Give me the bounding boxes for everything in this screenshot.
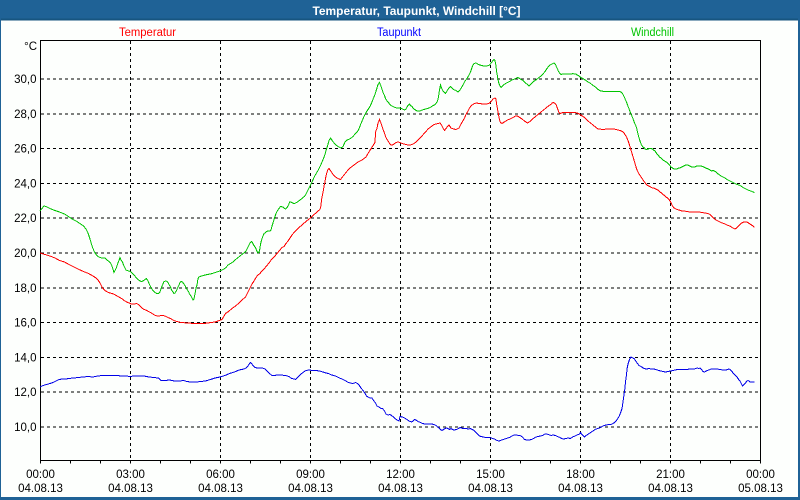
svg-text:20,0: 20,0 <box>14 248 36 260</box>
svg-text:14,0: 14,0 <box>14 352 36 364</box>
svg-text:04.08.13: 04.08.13 <box>108 483 153 495</box>
svg-text:04.08.13: 04.08.13 <box>468 483 513 495</box>
svg-text:04.08.13: 04.08.13 <box>378 483 423 495</box>
svg-text:12,0: 12,0 <box>14 387 36 399</box>
svg-text:05.08.13: 05.08.13 <box>738 483 783 495</box>
svg-text:00:00: 00:00 <box>26 469 55 481</box>
svg-text:04.08.13: 04.08.13 <box>198 483 243 495</box>
svg-text:21:00: 21:00 <box>656 469 685 481</box>
svg-text:10,0: 10,0 <box>14 422 36 434</box>
svg-text:12:00: 12:00 <box>386 469 415 481</box>
svg-text:30,0: 30,0 <box>14 74 36 86</box>
svg-text:06:00: 06:00 <box>206 469 235 481</box>
svg-text:00:00: 00:00 <box>746 469 775 481</box>
svg-text:28,0: 28,0 <box>14 109 36 121</box>
svg-text:24,0: 24,0 <box>14 178 36 190</box>
svg-text:04.08.13: 04.08.13 <box>18 483 63 495</box>
svg-text:03:00: 03:00 <box>116 469 145 481</box>
svg-text:Temperatur, Taupunkt, Windchil: Temperatur, Taupunkt, Windchill [°C] <box>313 4 521 18</box>
svg-text:18,0: 18,0 <box>14 283 36 295</box>
svg-text:22,0: 22,0 <box>14 213 36 225</box>
svg-text:09:00: 09:00 <box>296 469 325 481</box>
svg-text:04.08.13: 04.08.13 <box>558 483 603 495</box>
svg-text:Taupunkt: Taupunkt <box>377 27 422 39</box>
svg-text:04.08.13: 04.08.13 <box>648 483 693 495</box>
svg-text:Temperatur: Temperatur <box>119 27 176 39</box>
svg-text:Windchill: Windchill <box>631 27 674 39</box>
svg-text:15:00: 15:00 <box>476 469 505 481</box>
svg-text:26,0: 26,0 <box>14 144 36 156</box>
svg-text:04.08.13: 04.08.13 <box>288 483 333 495</box>
svg-text:°C: °C <box>24 41 37 53</box>
svg-text:16,0: 16,0 <box>14 318 36 330</box>
svg-text:18:00: 18:00 <box>566 469 595 481</box>
